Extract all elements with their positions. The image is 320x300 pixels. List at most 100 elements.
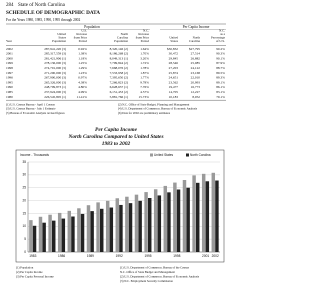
table-cell: $27,795	[189, 47, 200, 52]
running-title: State of North Carolina	[18, 3, 66, 8]
table-cell: 11.41%	[77, 95, 88, 99]
table-cell: 1985	[6, 90, 13, 94]
column-header: from Prior	[74, 36, 88, 40]
table-cell: 278,136,000 (3)	[44, 61, 66, 66]
bar	[157, 195, 162, 252]
group-header: Population	[84, 25, 100, 29]
table-cell: 1.77%	[140, 76, 149, 80]
table-cell: 8,186,268 (2)	[110, 52, 128, 57]
y-tick-label: 5	[24, 237, 26, 241]
chart-title: Per Capita Income	[95, 127, 138, 133]
source-note: N.C. Office of State Budget and Manageme…	[120, 270, 175, 274]
table-cell: 8,052	[192, 95, 200, 100]
column-header: as a	[220, 32, 225, 36]
column-header: Carolina	[189, 39, 201, 43]
column-header: Year	[6, 39, 13, 43]
column-header: United	[169, 36, 178, 40]
bar	[205, 181, 210, 252]
table-cell: 2000	[6, 56, 13, 60]
table-cell: 1.38%	[78, 52, 87, 56]
table-cell: 1.23%	[78, 71, 87, 75]
bar	[52, 220, 56, 252]
column-header: Period	[141, 39, 150, 43]
bar	[211, 172, 216, 252]
bar	[163, 185, 168, 252]
bar	[128, 203, 133, 252]
table-cell: 1997	[6, 71, 13, 75]
bar	[148, 198, 152, 252]
bar	[115, 198, 120, 252]
bar	[138, 200, 142, 252]
table-cell: 89.3%	[216, 76, 225, 80]
column-header: Period	[79, 39, 88, 43]
table-cell: 27,514	[191, 52, 201, 57]
bar	[67, 210, 72, 252]
column-header: Increase	[138, 32, 149, 36]
footnote: (5) Bureau of Economic Analysis revised …	[6, 111, 65, 115]
table-cell: 265,326,000 (3)	[44, 80, 66, 85]
bar	[77, 208, 81, 252]
table-cell: 90.1%	[216, 56, 225, 60]
table-cell: 4.57%	[140, 90, 149, 94]
table-cell: 29,845	[169, 56, 179, 61]
x-tick-label: 1998	[173, 254, 180, 258]
table-cell: 90.2%	[216, 47, 225, 51]
chart-subtitle: North Carolina Compared to United States	[67, 134, 163, 140]
legend-swatch	[186, 153, 189, 157]
y-tick-label: 15	[22, 211, 26, 215]
column-header: N.C.	[143, 28, 149, 32]
bar	[86, 205, 91, 252]
table-cell: $30,832	[167, 47, 178, 52]
table-cell: 0.92%	[78, 47, 87, 51]
y-tick-label: 20	[22, 198, 26, 202]
table-cell: 6,151,453 (2)	[110, 90, 128, 95]
table-cell: 1.25%	[78, 61, 87, 65]
table-cell: 3.20%	[140, 56, 149, 60]
legend-label: North Carolina	[190, 153, 211, 157]
y-tick-label: 30	[22, 173, 26, 177]
footnote: (1) U.S. Census Bureau - April 1 Census	[6, 102, 56, 106]
x-tick-label: 1995	[144, 254, 151, 258]
y-tick-label: 0	[24, 250, 26, 254]
table-cell: 12,227	[191, 90, 201, 95]
table-cell: 285,317,559 (3)	[44, 52, 66, 57]
bar	[119, 204, 123, 252]
table-cell: 0.97%	[78, 76, 87, 80]
table-cell: 226,545,805 (1)	[44, 95, 66, 100]
bar	[57, 212, 62, 252]
bar	[100, 208, 104, 252]
bar	[125, 196, 129, 252]
table-cell: 24,651	[169, 76, 179, 81]
legend-swatch	[150, 153, 153, 157]
source-note: (2) Per Capita Income	[16, 270, 43, 274]
table-cell: 30,472	[169, 52, 179, 57]
bar	[134, 194, 139, 252]
table-cell: 24,122	[191, 66, 201, 71]
table-cell: 1.64%	[140, 47, 149, 51]
bar	[192, 175, 196, 252]
bar	[167, 192, 171, 252]
table-cell: 271,200,000 (3)	[44, 71, 66, 76]
table-cell: 4.99%	[78, 90, 87, 94]
table-cell: 79.1%	[216, 95, 225, 99]
bar	[201, 173, 206, 252]
bar	[29, 220, 33, 252]
bar	[176, 189, 181, 252]
bar	[109, 207, 114, 252]
table-cell: 23,562	[169, 80, 179, 85]
legend-label: United States	[154, 153, 174, 157]
table-cell: 16,773	[191, 85, 201, 90]
document: 284 State of North Carolina SCHEDULE OF …	[6, 3, 226, 283]
table-cell: 20,993	[191, 80, 201, 85]
column-header: States	[170, 39, 178, 43]
x-tick-label: 1992	[116, 254, 123, 258]
table-cell: 1.18%	[78, 56, 87, 60]
table-cell: 248,709,873 (1)	[44, 85, 66, 90]
source-note: (1) Population	[16, 266, 34, 270]
bar	[182, 180, 187, 252]
y-tick-label: 10	[22, 224, 26, 228]
table-cell: 1.87%	[140, 71, 149, 75]
table-cell: 9.78%	[140, 80, 149, 84]
bar	[32, 225, 37, 252]
table-cell: 88.7%	[216, 66, 225, 70]
